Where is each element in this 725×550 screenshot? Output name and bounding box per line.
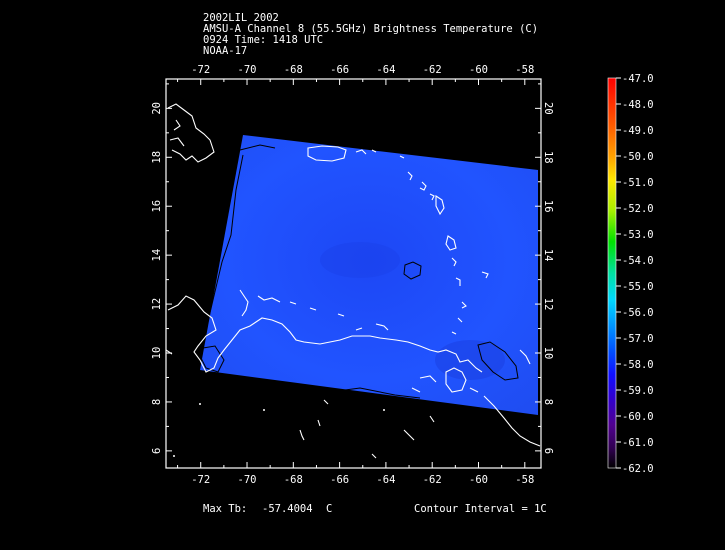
lat-tick-label-right: 16 (542, 200, 554, 213)
lon-tick-label-bottom: -62 (423, 474, 442, 486)
contour-interval: Contour Interval = 1C (414, 503, 547, 515)
colorbar-label: -48.0 (622, 99, 654, 111)
colorbar-label: -52.0 (622, 203, 654, 215)
colorbar (607, 77, 617, 469)
lon-tick-label-bottom: -64 (376, 474, 395, 486)
colorbar-label: -47.0 (622, 73, 654, 85)
title-line-4: NOAA-17 (203, 45, 248, 57)
lat-tick-label-right: 12 (542, 298, 554, 311)
lat-tick-label-left: 20 (151, 102, 163, 115)
lat-tick-label-left: 18 (151, 151, 163, 164)
lat-tick-label-left: 8 (151, 399, 163, 405)
lat-tick-label-right: 18 (542, 151, 554, 164)
max-tb-unit: C (326, 503, 333, 515)
max-tb-label: Max Tb: (203, 503, 248, 515)
contour-lines (200, 144, 519, 399)
lat-tick-label-left: 10 (151, 347, 163, 360)
lon-tick-label-bottom: -70 (238, 474, 257, 486)
axis-ticks (166, 79, 541, 468)
lat-tick-label-left: 6 (151, 448, 163, 454)
colorbar-label: -53.0 (622, 229, 654, 241)
title-line-1: 2002LIL 2002 (203, 12, 279, 24)
title-line-3: 0924 Time: 1418 UTC (203, 34, 324, 46)
lon-tick-label-bottom: -72 (191, 474, 210, 486)
colorbar-label: -60.0 (622, 411, 654, 423)
lon-tick-label-top: -70 (238, 64, 257, 76)
colorbar-label: -54.0 (622, 255, 654, 267)
colorbar-label: -59.0 (622, 385, 654, 397)
lon-tick-label-bottom: -68 (284, 474, 303, 486)
lon-tick-label-top: -58 (515, 64, 534, 76)
colorbar-label: -61.0 (622, 437, 654, 449)
coastlines (166, 103, 541, 459)
lat-tick-label-right: 20 (542, 102, 554, 115)
map-frame (165, 78, 542, 469)
lon-tick-label-top: -62 (423, 64, 442, 76)
lon-tick-label-top: -64 (376, 64, 395, 76)
lat-tick-label-right: 6 (542, 448, 554, 454)
lat-tick-label-left: 12 (151, 298, 163, 311)
colorbar-label: -51.0 (622, 177, 654, 189)
axis-tick-labels: -72 -72 -70 -70 -68 -68 -66 -66 -64 -64 -62 -62 -60 -… (151, 64, 554, 486)
lat-tick-label-left: 14 (151, 249, 163, 262)
title-line-2: AMSU-A Channel 8 (55.5GHz) Brightness Te… (203, 23, 539, 35)
lon-tick-label-bottom: -58 (515, 474, 534, 486)
colorbar-label: -62.0 (622, 463, 654, 475)
lon-tick-label-bottom: -66 (330, 474, 349, 486)
lon-tick-label-top: -60 (469, 64, 488, 76)
colorbar-label: -57.0 (622, 333, 654, 345)
lon-tick-label-top: -72 (191, 64, 210, 76)
colorbar-label: -49.0 (622, 125, 654, 137)
lon-tick-label-bottom: -60 (469, 474, 488, 486)
lon-tick-label-top: -68 (284, 64, 303, 76)
colorbar-label: -55.0 (622, 281, 654, 293)
colorbar-label: -50.0 (622, 151, 654, 163)
max-tb-value: -57.4004 (262, 503, 313, 515)
lon-tick-label-top: -66 (330, 64, 349, 76)
colorbar-label: -58.0 (622, 359, 654, 371)
lat-tick-label-left: 16 (151, 200, 163, 213)
colorbar-label: -56.0 (622, 307, 654, 319)
lat-tick-label-right: 14 (542, 249, 554, 262)
colorbar-labels: -47.0 -48.0 -49.0 -50.0 -51.0 -52.0 -53.0 -54.0… (616, 73, 654, 475)
lat-tick-label-right: 10 (542, 347, 554, 360)
lat-tick-label-right: 8 (542, 399, 554, 405)
